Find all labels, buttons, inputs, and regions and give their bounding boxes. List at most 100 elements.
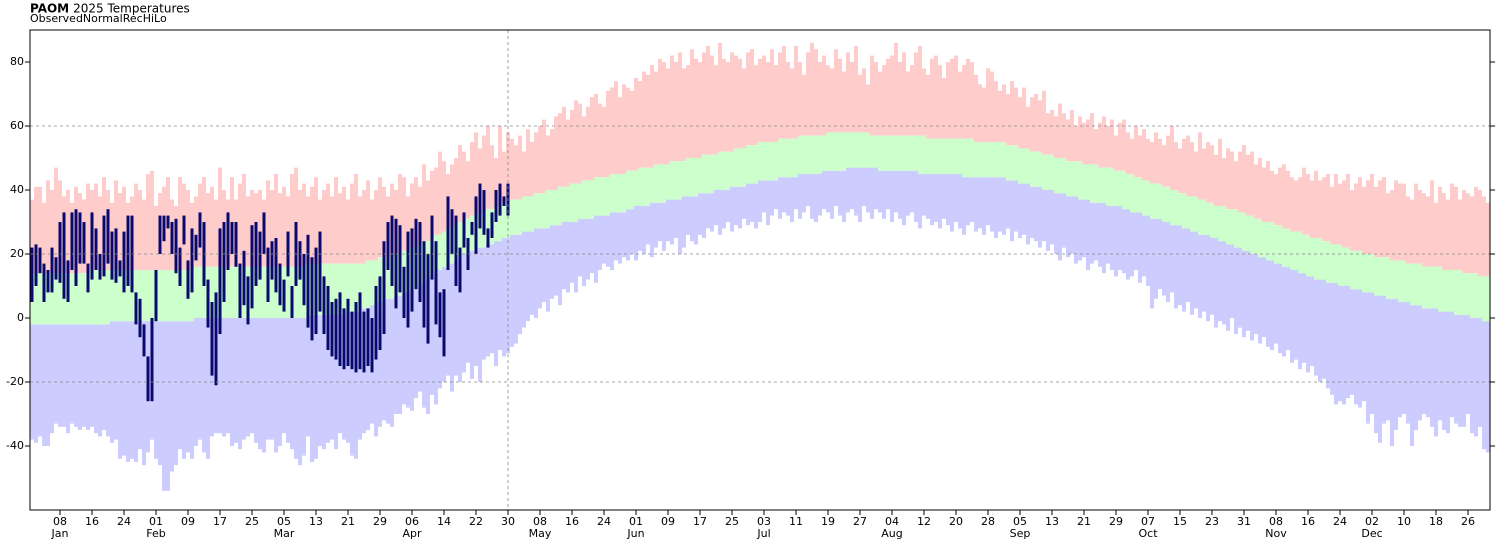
record-low-bar <box>718 190 722 235</box>
normal-bar <box>106 270 110 325</box>
record-high-bar <box>510 138 514 200</box>
record-high-bar <box>534 132 538 194</box>
x-tick-label: 17 <box>693 515 707 528</box>
normal-bar <box>546 190 550 229</box>
normal-bar <box>74 273 78 325</box>
record-low-bar <box>998 177 1002 232</box>
normal-bar <box>886 135 890 171</box>
x-tick-label: 21 <box>1077 515 1091 528</box>
record-high-bar <box>754 65 758 146</box>
record-high-bar <box>898 62 902 136</box>
record-high-bar <box>570 110 574 184</box>
record-high-bar <box>1110 119 1114 168</box>
record-high-bar <box>766 62 770 142</box>
normal-bar <box>62 273 66 325</box>
observed-bar <box>98 254 102 280</box>
record-low-bar <box>494 241 498 366</box>
month-label: Dec <box>1361 527 1382 540</box>
normal-bar <box>850 132 854 168</box>
record-high-bar <box>794 46 798 139</box>
record-low-bar <box>558 225 562 306</box>
record-low-bar <box>1418 305 1422 421</box>
record-high-bar <box>938 65 942 139</box>
observed-bar <box>406 231 410 328</box>
record-high-bar <box>1302 167 1306 235</box>
record-low-bar <box>1450 311 1454 418</box>
record-high-bar <box>1394 180 1398 261</box>
record-high-bar <box>1094 129 1098 165</box>
record-high-bar <box>1474 186 1478 274</box>
legend-label: RecHi <box>123 12 154 25</box>
observed-bar <box>166 215 170 229</box>
record-high-bar <box>598 103 602 178</box>
record-high-bar <box>882 65 886 136</box>
record-high-bar <box>822 55 826 136</box>
observed-bar <box>178 247 182 286</box>
normal-bar <box>698 158 702 194</box>
normal-bar <box>1122 170 1126 210</box>
x-tick-label: 12 <box>917 515 931 528</box>
record-high-bar <box>866 84 870 133</box>
record-low-bar <box>74 324 78 427</box>
record-high-bar <box>1090 113 1094 165</box>
normal-bar <box>670 161 674 200</box>
normal-bar <box>946 138 950 174</box>
record-low-bar <box>1242 250 1246 338</box>
normal-bar <box>438 234 442 270</box>
observed-bar <box>462 212 466 248</box>
normal-bar <box>178 270 182 322</box>
observed-bar <box>42 263 46 302</box>
record-high-bar <box>1338 183 1342 245</box>
normal-bar <box>226 266 230 318</box>
observed-bar <box>86 263 90 293</box>
observed-bar <box>70 212 74 270</box>
record-high-bar <box>478 148 482 213</box>
record-low-bar <box>382 302 386 421</box>
normal-bar <box>1182 193 1186 229</box>
observed-bar <box>310 257 314 341</box>
normal-bar <box>530 196 534 232</box>
observed-bar <box>34 244 38 286</box>
observed-bar <box>454 215 458 286</box>
record-low-bar <box>602 215 606 264</box>
record-high-bar <box>1222 158 1226 206</box>
record-low-bar <box>482 247 486 360</box>
observed-bar <box>62 212 66 299</box>
record-high-bar <box>1154 132 1158 184</box>
record-low-bar <box>218 318 222 434</box>
record-low-bar <box>918 174 922 229</box>
record-high-bar <box>346 199 350 264</box>
record-high-bar <box>1418 190 1422 264</box>
record-low-bar <box>614 212 618 261</box>
record-low-bar <box>1330 282 1334 395</box>
record-low-bar <box>814 174 818 222</box>
record-high-bar <box>438 151 442 235</box>
normal-bar <box>1434 266 1438 309</box>
record-low-bar <box>1026 183 1030 245</box>
x-tick-label: 19 <box>821 515 835 528</box>
x-tick-label: 01 <box>149 515 163 528</box>
record-low-bar <box>1390 298 1394 446</box>
month-label: Jul <box>756 527 770 540</box>
normal-bar <box>1114 170 1118 206</box>
record-high-bar <box>418 186 422 245</box>
normal-bar <box>1022 148 1026 184</box>
normal-bar <box>1174 190 1178 226</box>
record-low-bar <box>58 324 62 427</box>
normal-bar <box>1266 222 1270 261</box>
record-low-bar <box>122 321 126 456</box>
observed-bar <box>334 298 338 360</box>
record-high-bar <box>578 103 582 184</box>
normal-bar <box>618 174 622 213</box>
record-low-bar <box>638 206 642 251</box>
x-tick-label: 14 <box>437 515 451 528</box>
normal-bar <box>622 174 626 213</box>
record-high-bar <box>518 135 522 200</box>
record-low-bar <box>722 190 726 229</box>
record-high-bar <box>614 81 618 174</box>
normal-bar <box>1410 263 1414 306</box>
normal-bar <box>358 263 362 312</box>
record-low-bar <box>1238 247 1242 328</box>
record-high-bar <box>954 55 958 139</box>
record-high-bar <box>1330 186 1334 245</box>
